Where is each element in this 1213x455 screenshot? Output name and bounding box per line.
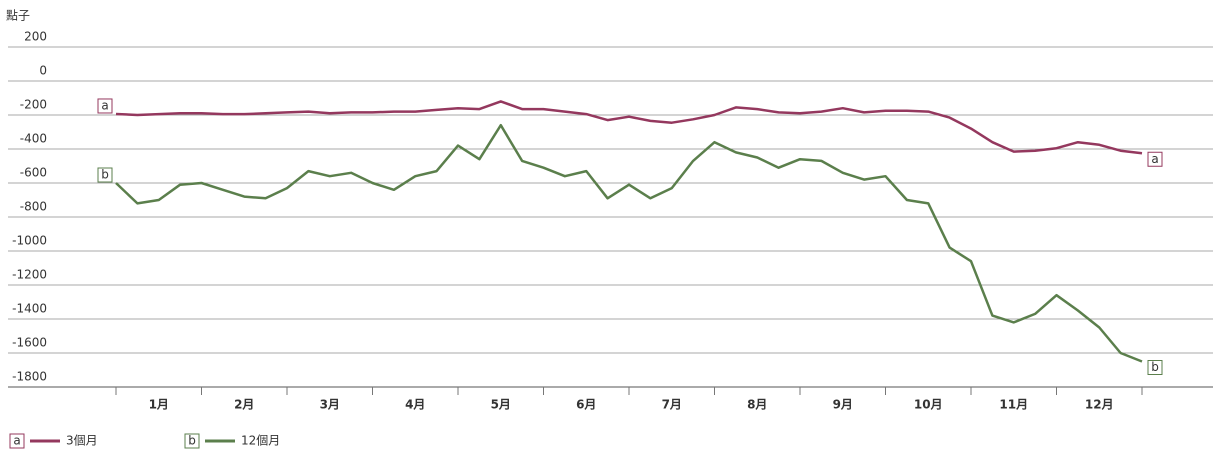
y-tick-label: -1600 bbox=[12, 336, 47, 350]
y-tick-label: -400 bbox=[20, 132, 47, 146]
x-tick-label: 6月 bbox=[576, 398, 596, 412]
x-tick-label: 3月 bbox=[320, 398, 340, 412]
y-tick-label: -200 bbox=[20, 98, 47, 112]
y-axis-label: 點子 bbox=[6, 9, 30, 23]
y-tick-label: -800 bbox=[20, 200, 47, 214]
legend-marker: b bbox=[188, 434, 196, 448]
x-tick-label: 10月 bbox=[914, 398, 943, 412]
y-tick-label: -1200 bbox=[12, 268, 47, 282]
series-line bbox=[115, 100, 1143, 155]
y-tick-label: -1800 bbox=[12, 370, 47, 384]
x-tick-label: 8月 bbox=[747, 398, 767, 412]
x-tick-label: 4月 bbox=[405, 398, 425, 412]
x-tick-label: 1月 bbox=[149, 398, 169, 412]
line-start-label: b bbox=[101, 168, 109, 182]
line-end-label: a bbox=[1151, 152, 1158, 166]
x-tick-label: 2月 bbox=[234, 398, 254, 412]
legend-label: 12個月 bbox=[241, 434, 280, 448]
y-tick-label: 0 bbox=[39, 64, 47, 78]
legend-label: 3個月 bbox=[66, 434, 98, 448]
line-end-label-box bbox=[1147, 151, 1163, 167]
legend-marker-box bbox=[9, 433, 25, 449]
x-tick-label: 9月 bbox=[833, 398, 853, 412]
series-line bbox=[115, 123, 1143, 363]
y-tick-label: -1400 bbox=[12, 302, 47, 316]
line-end-label: b bbox=[1151, 360, 1159, 374]
legend-marker-box bbox=[184, 433, 200, 449]
x-tick-label: 11月 bbox=[999, 398, 1028, 412]
line-end-label-box bbox=[1147, 360, 1163, 375]
x-tick-label: 5月 bbox=[491, 398, 511, 412]
x-tick-label: 12月 bbox=[1085, 398, 1114, 412]
x-tick-label: 7月 bbox=[662, 398, 682, 412]
y-tick-label: -600 bbox=[20, 166, 47, 180]
y-tick-label: -1000 bbox=[12, 234, 47, 248]
line-start-label: a bbox=[101, 98, 108, 112]
legend-marker: a bbox=[13, 434, 20, 448]
line-start-label-box bbox=[97, 98, 113, 114]
line-start-label-box bbox=[97, 167, 113, 183]
y-tick-label: 200 bbox=[24, 30, 47, 44]
